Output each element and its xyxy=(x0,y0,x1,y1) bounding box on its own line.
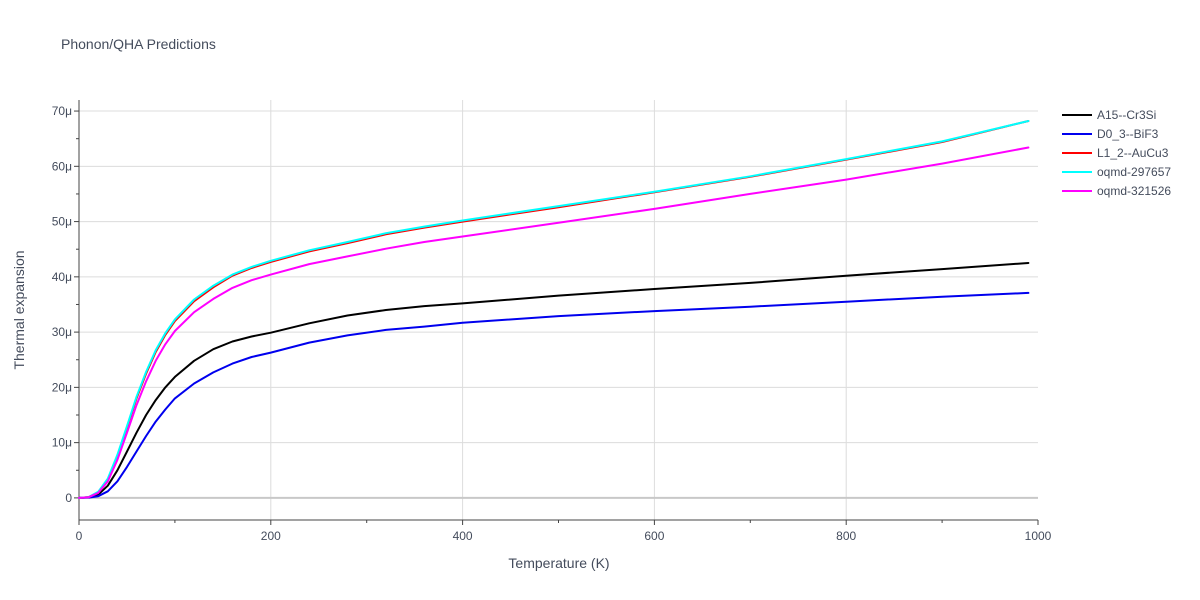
series-line[interactable] xyxy=(78,262,1030,499)
y-tick-label: 60μ xyxy=(52,159,72,173)
y-tick-label: 20μ xyxy=(52,380,72,394)
axes: 0 200 400 600 800 1000 0 10μ 20μ 30μ 40μ 50μ 60μ 70μ xyxy=(52,100,1052,543)
series-line[interactable] xyxy=(78,291,1030,499)
x-tick-label: 1000 xyxy=(1025,529,1052,543)
chart-title: Phonon/QHA Predictions xyxy=(61,36,216,52)
x-axis-title: Temperature (K) xyxy=(508,555,609,571)
y-tick-label: 40μ xyxy=(52,270,72,284)
x-tick-label: 400 xyxy=(453,529,473,543)
y-axis-title: Thermal expansion xyxy=(11,250,27,369)
legend-item[interactable]: D0_3--BiF3 xyxy=(1062,124,1171,143)
x-tick-label: 800 xyxy=(836,529,856,543)
x-tick-label: 200 xyxy=(261,529,281,543)
y-tick-label: 70μ xyxy=(52,104,72,118)
legend: A15--Cr3Si D0_3--BiF3 L1_2--AuCu3 oqmd-2976… xyxy=(1062,105,1171,200)
legend-item[interactable]: A15--Cr3Si xyxy=(1062,105,1171,124)
legend-label: oqmd-297657 xyxy=(1097,164,1172,179)
series-lines xyxy=(78,120,1030,499)
legend-swatch xyxy=(1062,170,1092,173)
y-tick-label: 0 xyxy=(65,491,72,505)
legend-label: A15--Cr3Si xyxy=(1097,107,1157,122)
legend-swatch xyxy=(1062,189,1092,192)
legend-item[interactable]: oqmd-297657 xyxy=(1062,162,1171,181)
legend-label: L1_2--AuCu3 xyxy=(1097,145,1169,160)
series-line[interactable] xyxy=(78,120,1030,499)
legend-swatch xyxy=(1062,132,1092,135)
x-tick-label: 600 xyxy=(644,529,664,543)
legend-swatch xyxy=(1062,151,1092,154)
x-tick-label: 0 xyxy=(76,529,83,543)
series-line[interactable] xyxy=(78,120,1030,499)
series-line[interactable] xyxy=(78,146,1030,499)
y-tick-label: 10μ xyxy=(52,436,72,450)
legend-label: D0_3--BiF3 xyxy=(1097,126,1159,141)
legend-label: oqmd-321526 xyxy=(1097,183,1172,198)
grid xyxy=(79,100,1038,520)
legend-item[interactable]: oqmd-321526 xyxy=(1062,181,1171,200)
legend-item[interactable]: L1_2--AuCu3 xyxy=(1062,143,1171,162)
legend-swatch xyxy=(1062,113,1092,116)
y-tick-label: 30μ xyxy=(52,325,72,339)
y-tick-label: 50μ xyxy=(52,215,72,229)
